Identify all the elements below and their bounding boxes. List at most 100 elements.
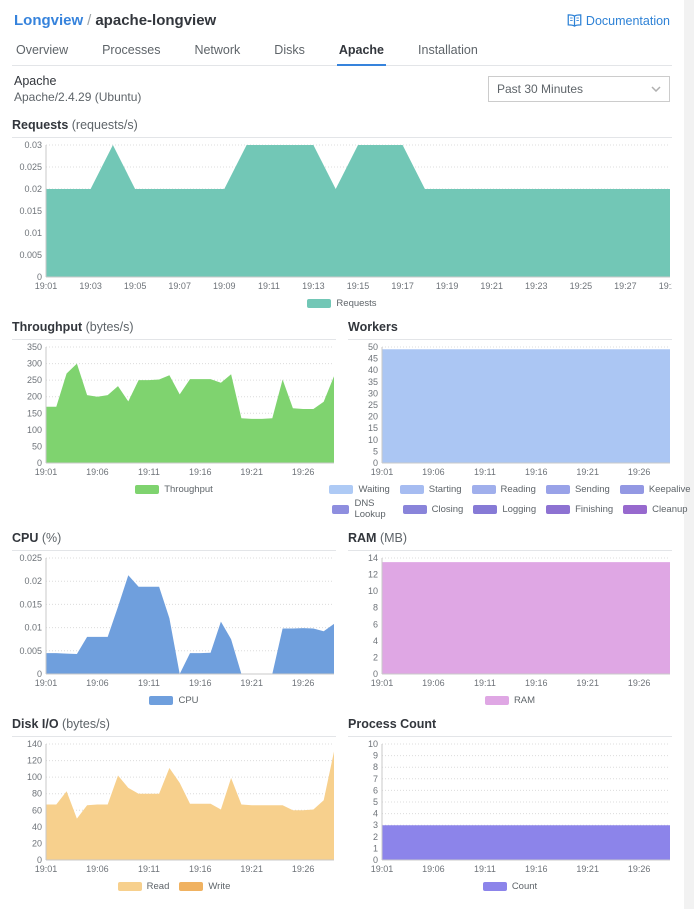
svg-text:10: 10 <box>368 586 378 596</box>
time-range-value: Past 30 Minutes <box>497 82 584 96</box>
svg-text:19:16: 19:16 <box>189 678 212 688</box>
cpu-chart: CPU (%) 0 0.005 0.01 0.015 0.02 0.025 19:01 19:… <box>12 523 336 709</box>
svg-text:50: 50 <box>32 441 42 451</box>
svg-text:0.005: 0.005 <box>19 250 42 260</box>
svg-text:19:13: 19:13 <box>302 281 325 291</box>
svg-text:10: 10 <box>368 435 378 445</box>
tab-network[interactable]: Network <box>192 37 242 65</box>
svg-text:19:11: 19:11 <box>138 678 160 688</box>
legend-label: Reading <box>500 484 536 495</box>
svg-text:0.025: 0.025 <box>19 553 42 563</box>
svg-text:60: 60 <box>32 805 42 815</box>
book-icon <box>567 14 582 27</box>
tab-overview[interactable]: Overview <box>14 37 70 65</box>
legend-swatch <box>473 504 498 514</box>
documentation-label: Documentation <box>585 13 670 28</box>
legend-item-keepalive: Keepalive <box>619 484 691 495</box>
svg-text:19:11: 19:11 <box>474 678 496 688</box>
svg-text:4: 4 <box>373 809 378 819</box>
legend-label: Sending <box>574 484 610 495</box>
svg-text:19:26: 19:26 <box>292 678 315 688</box>
svg-text:0.01: 0.01 <box>24 228 42 238</box>
tab-bar: Overview Processes Network Disks Apache Insta… <box>12 37 672 66</box>
legend-swatch <box>332 504 350 514</box>
process-count-chart: Process Count 0 1 2 3 4 5 6 7 8 9 10 19:01 19:06 19:1… <box>348 709 672 895</box>
svg-text:19:01: 19:01 <box>371 678 394 688</box>
svg-text:19:03: 19:03 <box>79 281 102 291</box>
process-count-legend: Count <box>348 881 672 892</box>
svg-text:0.015: 0.015 <box>19 599 42 609</box>
apache-version: Apache/2.4.29 (Ubuntu) <box>14 90 142 104</box>
svg-text:19:21: 19:21 <box>480 281 503 291</box>
legend-item-ram: RAM <box>484 695 535 706</box>
disk-io-area-plot: 0 20 40 60 80 100 120 140 19:01 19:06 19:11 19:16 19… <box>27 739 334 874</box>
legend-label: Count <box>511 881 538 892</box>
svg-text:20: 20 <box>32 838 42 848</box>
chart-title: CPU (%) <box>12 523 336 551</box>
svg-text:100: 100 <box>27 425 42 435</box>
svg-text:350: 350 <box>27 342 42 352</box>
workers-chart: Workers 0 5 10 15 20 25 30 35 40 45 50 19:01 19:06 19… <box>329 312 691 523</box>
svg-text:2: 2 <box>373 652 378 662</box>
svg-text:19:01: 19:01 <box>35 864 58 874</box>
section-title: Apache <box>14 74 57 88</box>
chart-title: RAM (MB) <box>348 523 672 551</box>
throughput-chart: Throughput (bytes/s) 0 50 100 150 200 250 300 3… <box>12 312 336 523</box>
svg-text:45: 45 <box>368 354 378 364</box>
legend-label: Throughput <box>164 484 213 495</box>
svg-text:19:16: 19:16 <box>525 467 548 477</box>
legend-item-cpu: CPU <box>149 695 199 706</box>
time-range-select[interactable]: Past 30 Minutes <box>488 76 670 102</box>
requests-legend: Requests <box>12 298 672 309</box>
svg-text:0: 0 <box>373 669 378 679</box>
throughput-legend: Throughput <box>12 484 336 495</box>
legend-swatch <box>546 504 571 514</box>
svg-text:19:16: 19:16 <box>189 467 212 477</box>
breadcrumb-separator: / <box>87 12 92 29</box>
tab-installation[interactable]: Installation <box>416 37 480 65</box>
chart-title: Process Count <box>348 709 672 737</box>
legend-swatch <box>619 485 644 494</box>
tab-processes[interactable]: Processes <box>100 37 162 65</box>
svg-text:0.015: 0.015 <box>19 206 42 216</box>
svg-text:0: 0 <box>373 855 378 865</box>
svg-text:150: 150 <box>27 408 42 418</box>
legend-item-dns-lookup: DNS Lookup <box>332 498 392 520</box>
disk-io-plot: 0 20 40 60 80 100 120 140 19:01 19:06 19:11 19:16 19… <box>12 739 336 880</box>
legend-label: Read <box>146 881 170 892</box>
svg-text:19:11: 19:11 <box>474 467 496 477</box>
legend-label: Waiting <box>358 484 390 495</box>
top-bar: Longview / apache-longview Documentation <box>12 0 672 37</box>
cpu-area-plot: 0 0.005 0.01 0.015 0.02 0.025 19:01 19:06 19:11 1… <box>19 553 334 688</box>
legend-label: Logging <box>502 503 537 515</box>
legend-item-starting: Starting <box>399 484 462 495</box>
legend-item-waiting: Waiting <box>329 484 390 495</box>
svg-text:19:27: 19:27 <box>614 281 637 291</box>
svg-text:19:19: 19:19 <box>436 281 459 291</box>
legend-label: Finishing <box>575 503 614 515</box>
legend-item-logging: Logging <box>473 498 536 520</box>
legend-swatch <box>484 696 509 705</box>
legend-label: Cleanup <box>652 503 688 515</box>
svg-text:19:16: 19:16 <box>189 864 212 874</box>
documentation-link[interactable]: Documentation <box>567 14 670 28</box>
svg-text:19:06: 19:06 <box>86 864 109 874</box>
svg-text:19:11: 19:11 <box>258 281 280 291</box>
svg-text:19:25: 19:25 <box>570 281 593 291</box>
section-header: Apache Apache/2.4.29 (Ubuntu) Past 30 Mi… <box>12 66 672 108</box>
cpu-plot: 0 0.005 0.01 0.015 0.02 0.025 19:01 19:06 19:11 1… <box>12 553 336 694</box>
svg-text:0.01: 0.01 <box>24 623 42 633</box>
svg-text:0: 0 <box>37 855 42 865</box>
legend-swatch <box>482 882 507 891</box>
tab-apache[interactable]: Apache <box>336 37 387 66</box>
svg-text:19:29: 19:29 <box>659 281 672 291</box>
svg-text:0.02: 0.02 <box>24 184 42 194</box>
breadcrumb-longview-link[interactable]: Longview <box>14 12 84 29</box>
svg-text:19:11: 19:11 <box>474 864 496 874</box>
svg-text:19:21: 19:21 <box>576 864 599 874</box>
breadcrumb-current: apache-longview <box>95 12 217 29</box>
throughput-plot: 0 50 100 150 200 250 300 350 19:01 19:06 19:11 19:1… <box>12 342 336 483</box>
legend-label: DNS Lookup <box>354 498 386 520</box>
legend-swatch <box>545 485 570 494</box>
tab-disks[interactable]: Disks <box>272 37 307 65</box>
